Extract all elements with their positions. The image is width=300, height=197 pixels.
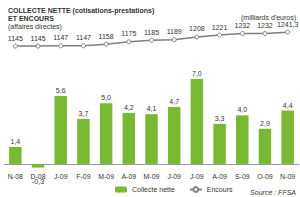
svg-text:1232: 1232 xyxy=(234,22,250,29)
svg-text:ET ENCOURS: ET ENCOURS xyxy=(8,15,54,22)
svg-text:(affaires directes): (affaires directes) xyxy=(8,23,62,31)
svg-text:N-09: N-09 xyxy=(280,173,295,180)
svg-text:1145: 1145 xyxy=(8,35,23,42)
svg-text:1158: 1158 xyxy=(99,33,114,40)
svg-text:7,0: 7,0 xyxy=(192,70,202,77)
svg-text:1221: 1221 xyxy=(212,24,228,31)
svg-text:1185: 1185 xyxy=(144,29,159,36)
svg-text:4,2: 4,2 xyxy=(124,104,134,111)
svg-text:1,4: 1,4 xyxy=(10,138,20,145)
svg-text:5,0: 5,0 xyxy=(101,94,111,101)
svg-text:3,7: 3,7 xyxy=(79,110,89,117)
svg-text:1189: 1189 xyxy=(167,28,182,35)
svg-text:5,6: 5,6 xyxy=(56,87,66,94)
svg-text:3,3: 3,3 xyxy=(215,115,225,122)
svg-text:2,9: 2,9 xyxy=(260,120,270,127)
svg-text:J-09: J-09 xyxy=(167,173,181,180)
svg-text:F-09: F-09 xyxy=(76,173,91,180)
svg-text:1208: 1208 xyxy=(189,25,205,32)
svg-text:-0,3: -0,3 xyxy=(32,178,44,185)
svg-text:A-09: A-09 xyxy=(212,173,227,180)
svg-text:1232: 1232 xyxy=(257,22,273,29)
svg-text:M-09: M-09 xyxy=(144,173,160,180)
svg-text:4,1: 4,1 xyxy=(147,105,157,112)
svg-text:4,7: 4,7 xyxy=(169,98,179,105)
svg-text:COLLECTE NETTE (cotisations-pr: COLLECTE NETTE (cotisations-prestations) xyxy=(8,7,154,15)
svg-text:O-09: O-09 xyxy=(257,173,273,180)
svg-text:4,4: 4,4 xyxy=(283,102,293,109)
svg-text:Source : FFSA: Source : FFSA xyxy=(250,189,296,196)
svg-text:S-09: S-09 xyxy=(235,173,250,180)
svg-text:1147: 1147 xyxy=(53,34,68,41)
svg-text:Encours: Encours xyxy=(207,186,233,193)
svg-text:(milliards d'euros): (milliards d'euros) xyxy=(241,14,296,21)
svg-text:1147: 1147 xyxy=(76,34,91,41)
svg-text:4,0: 4,0 xyxy=(237,106,247,113)
svg-text:1175: 1175 xyxy=(121,30,136,37)
svg-text:N-08: N-08 xyxy=(8,173,23,180)
svg-text:1145: 1145 xyxy=(31,35,46,42)
svg-text:Collecte nette: Collecte nette xyxy=(132,186,175,193)
svg-text:A-09: A-09 xyxy=(121,173,136,180)
svg-text:J-09: J-09 xyxy=(190,173,204,180)
svg-text:D-08: D-08 xyxy=(30,173,46,180)
svg-text:J-09: J-09 xyxy=(54,173,68,180)
svg-text:1241,3: 1241,3 xyxy=(277,21,299,28)
svg-text:M-09: M-09 xyxy=(98,173,114,180)
